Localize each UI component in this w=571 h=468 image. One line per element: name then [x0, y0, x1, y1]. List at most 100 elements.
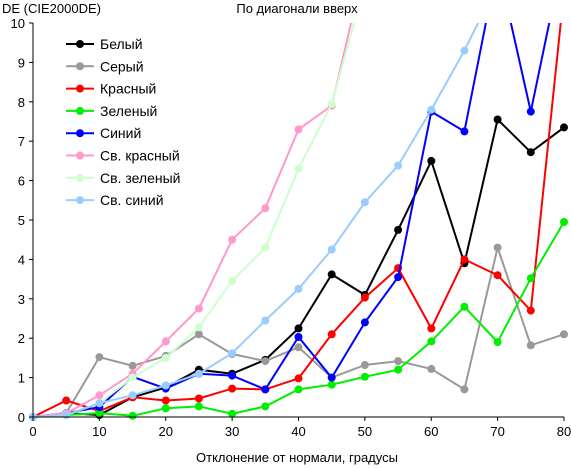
legend-swatch-marker	[76, 62, 84, 71]
legend-label: Синий	[100, 125, 141, 141]
data-point	[294, 284, 303, 293]
series-line	[32, 23, 353, 418]
data-point	[228, 409, 237, 418]
data-point	[62, 411, 71, 419]
legend-swatch-marker	[76, 196, 84, 205]
data-point	[95, 391, 104, 400]
data-point	[261, 357, 270, 366]
data-point	[327, 373, 336, 382]
legend-item: Зеленый	[66, 103, 157, 119]
x-tick-label: 30	[225, 424, 239, 439]
legend-label: Св. зеленый	[100, 170, 180, 186]
data-point	[261, 243, 270, 252]
data-point	[360, 318, 369, 327]
data-point	[526, 306, 535, 315]
data-point	[294, 333, 303, 341]
data-point	[394, 225, 403, 234]
x-tick-label: 60	[424, 424, 438, 439]
legend-label: Св. красный	[100, 148, 180, 164]
legend-label: Зеленый	[100, 103, 157, 119]
data-point	[427, 324, 436, 333]
legend-item: Синий	[66, 125, 141, 141]
data-point	[460, 302, 469, 311]
data-point	[493, 338, 502, 347]
data-point	[95, 409, 104, 418]
y-tick-label: 6	[18, 174, 25, 189]
data-point	[460, 127, 469, 136]
x-tick-label: 20	[159, 424, 173, 439]
data-point	[394, 161, 403, 170]
data-point	[194, 369, 203, 378]
data-point	[161, 381, 170, 390]
data-point	[526, 107, 535, 116]
y-tick-label: 9	[18, 55, 25, 70]
data-point	[327, 380, 336, 389]
x-tick-label: 0	[29, 424, 36, 439]
data-point	[460, 46, 469, 55]
data-point	[228, 349, 237, 358]
legend-item: Св. зеленый	[66, 170, 180, 186]
data-point	[294, 374, 303, 383]
y-tick-label: 3	[18, 292, 25, 307]
data-point	[128, 373, 137, 382]
x-tick-label: 40	[291, 424, 305, 439]
legend-label: Серый	[100, 58, 144, 74]
x-tick-label: 80	[557, 424, 571, 439]
x-tick-label: 10	[92, 424, 106, 439]
legend-swatch-marker	[76, 40, 84, 48]
data-point	[228, 277, 237, 286]
x-axis-title: Отклонение от нормали, градусы	[196, 450, 398, 465]
y-tick-label: 5	[18, 213, 25, 228]
data-point	[460, 255, 469, 264]
legend-item: Св. синий	[66, 192, 164, 208]
data-point	[161, 337, 170, 346]
legend-swatch-marker	[76, 84, 84, 93]
data-point	[128, 411, 137, 420]
data-point	[560, 330, 568, 339]
legend-item: Красный	[66, 81, 156, 97]
legend-item: Св. красный	[66, 148, 180, 164]
data-point	[261, 316, 270, 325]
data-point	[228, 371, 237, 380]
data-point	[194, 330, 203, 339]
data-point	[493, 115, 502, 124]
data-point	[427, 364, 436, 373]
data-point	[95, 399, 104, 408]
data-point	[194, 402, 203, 411]
data-point	[327, 99, 336, 108]
data-point	[327, 270, 336, 279]
y-tick-label: 4	[18, 252, 25, 267]
data-point	[560, 123, 568, 132]
data-point	[427, 337, 436, 346]
data-point	[560, 218, 568, 226]
data-point	[128, 361, 137, 370]
legend-item: Белый	[66, 36, 143, 52]
y-tick-label: 2	[18, 331, 25, 346]
data-point	[194, 394, 203, 403]
data-point	[294, 164, 303, 173]
data-point	[294, 324, 303, 333]
data-point	[261, 402, 270, 411]
data-point	[327, 245, 336, 254]
data-point	[294, 343, 303, 352]
y-axis-title: DE (CIE2000DE)	[2, 1, 101, 16]
data-point	[161, 353, 170, 362]
y-tick-label: 0	[18, 410, 25, 425]
data-point	[493, 243, 502, 252]
data-point	[394, 365, 403, 374]
y-tick-label: 1	[18, 371, 25, 386]
data-point	[360, 293, 369, 302]
data-point	[493, 271, 502, 280]
axis-ticks: 0 10 20 30 40 50 60 70 80 0 1 2 3 4 5 6 7 8 9 10	[11, 16, 571, 439]
data-point	[228, 235, 237, 244]
data-point	[161, 404, 170, 413]
x-tick-label: 50	[358, 424, 372, 439]
data-point	[360, 372, 369, 381]
legend-swatch-marker	[76, 106, 84, 115]
data-point	[327, 330, 336, 339]
data-point	[161, 396, 170, 405]
legend: Белый Серый Красный Зеленый Синий Св. красный…	[66, 36, 180, 208]
data-point	[128, 391, 137, 400]
data-point	[228, 384, 237, 393]
